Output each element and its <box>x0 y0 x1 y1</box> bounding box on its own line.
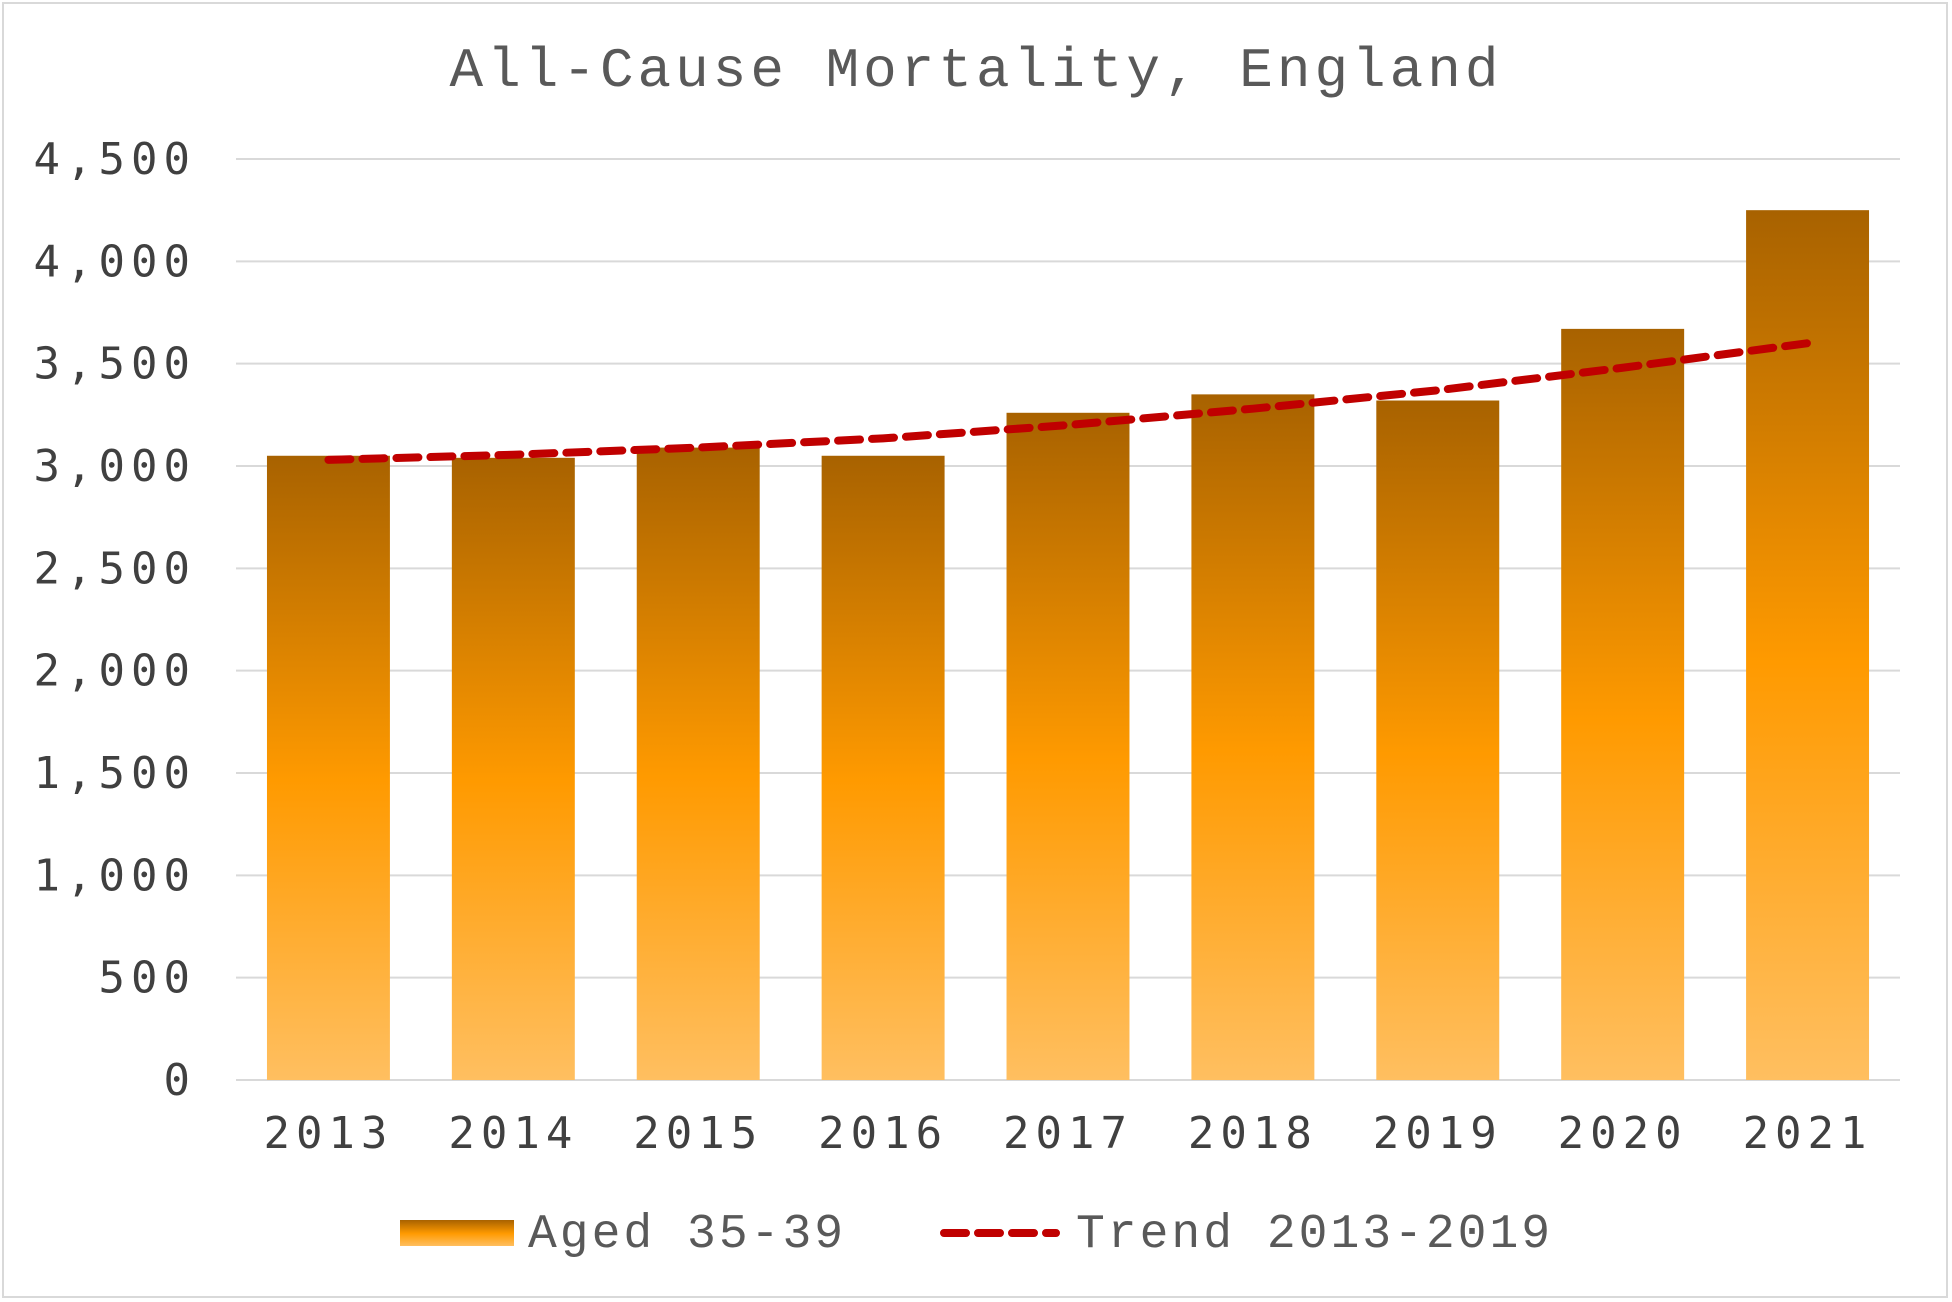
y-tick-label: 4,500 <box>34 134 196 185</box>
x-tick-label: 2021 <box>1743 1108 1873 1159</box>
y-tick-label: 1,000 <box>34 850 196 901</box>
y-tick-label: 2,500 <box>34 543 196 594</box>
y-tick-label: 1,500 <box>34 748 196 799</box>
legend-label-trend: Trend 2013-2019 <box>1076 1208 1553 1262</box>
x-tick-label: 2019 <box>1373 1108 1503 1159</box>
trend-line-group <box>324 339 1812 464</box>
y-tick-label: 3,500 <box>34 339 196 390</box>
y-tick-label: 4,000 <box>34 236 196 287</box>
y-tick-label: 3,000 <box>34 441 196 492</box>
bar-2017 <box>1006 412 1130 1081</box>
bar-2021 <box>1746 210 1870 1080</box>
legend-swatch-bars <box>400 1220 514 1246</box>
y-tick-label: 500 <box>99 953 196 1004</box>
y-axis-tick-labels: 0 500 1,000 1,500 2,000 2,500 3,000 3,500 4,000 4… <box>34 134 197 1106</box>
y-tick-label: 0 <box>164 1055 197 1106</box>
legend: Aged 35-39 Trend 2013-2019 <box>400 1208 1553 1262</box>
x-tick-label: 2013 <box>263 1108 393 1159</box>
bar-2016 <box>821 455 945 1080</box>
bar-2014 <box>451 457 575 1080</box>
bar-2020 <box>1561 328 1685 1081</box>
bar-2015 <box>636 447 760 1081</box>
x-tick-label: 2016 <box>818 1108 948 1159</box>
bar-2018 <box>1191 394 1315 1080</box>
x-tick-label: 2020 <box>1558 1108 1688 1159</box>
x-tick-label: 2018 <box>1188 1108 1318 1159</box>
chart-title: All-Cause Mortality, England <box>450 39 1503 103</box>
bars <box>266 210 1870 1081</box>
x-tick-label: 2017 <box>1003 1108 1133 1159</box>
x-axis-tick-labels: 2013 2014 2015 2016 2017 2018 2019 2020 2021 <box>263 1108 1873 1159</box>
x-tick-label: 2015 <box>633 1108 763 1159</box>
x-tick-label: 2014 <box>448 1108 578 1159</box>
bar-2013 <box>266 455 390 1080</box>
bar-2019 <box>1376 400 1500 1080</box>
trend-line <box>324 339 1812 464</box>
y-tick-label: 2,000 <box>34 646 196 697</box>
legend-label-aged: Aged 35-39 <box>528 1208 846 1262</box>
